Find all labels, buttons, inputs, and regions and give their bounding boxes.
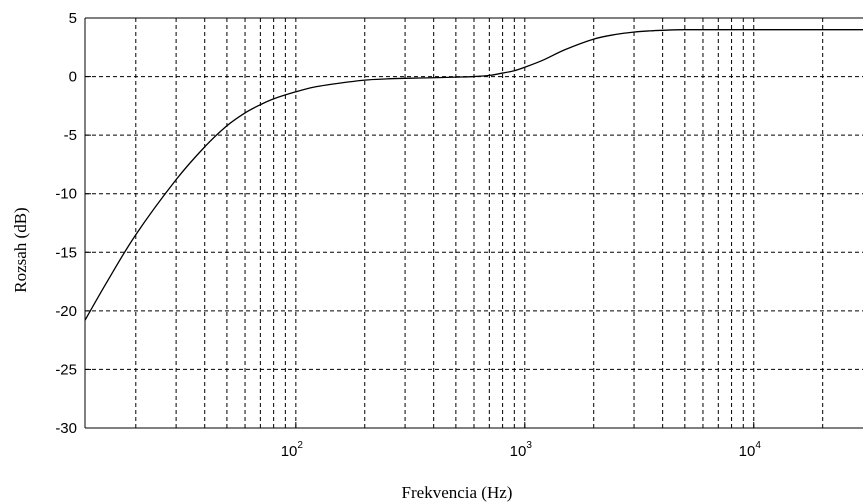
y-tick-label: -20 bbox=[55, 303, 77, 320]
plot-area bbox=[84, 29, 863, 321]
y-tick-label: -30 bbox=[55, 420, 77, 437]
y-axis-label: Rozsah (dB) bbox=[11, 207, 30, 292]
x-tick-label: 102 bbox=[281, 440, 304, 460]
y-tick-labels: 5 0 -5 -10 -15 -20 -25 -30 bbox=[55, 10, 77, 437]
x-tick-label: 104 bbox=[739, 440, 762, 460]
y-tick-label: 5 bbox=[69, 10, 77, 27]
grid-lines bbox=[84, 17, 863, 429]
y-tick-label: -10 bbox=[55, 186, 77, 203]
x-tick-labels: 102 103 104 bbox=[281, 440, 762, 460]
series-line bbox=[84, 29, 863, 321]
y-tick-label: -15 bbox=[55, 244, 77, 261]
y-tick-label: -5 bbox=[64, 127, 77, 144]
y-tick-label: 0 bbox=[69, 69, 77, 86]
x-tick-label: 103 bbox=[510, 440, 533, 460]
y-tick-label: -25 bbox=[55, 361, 77, 378]
x-axis-label: Frekvencia (Hz) bbox=[402, 483, 513, 502]
